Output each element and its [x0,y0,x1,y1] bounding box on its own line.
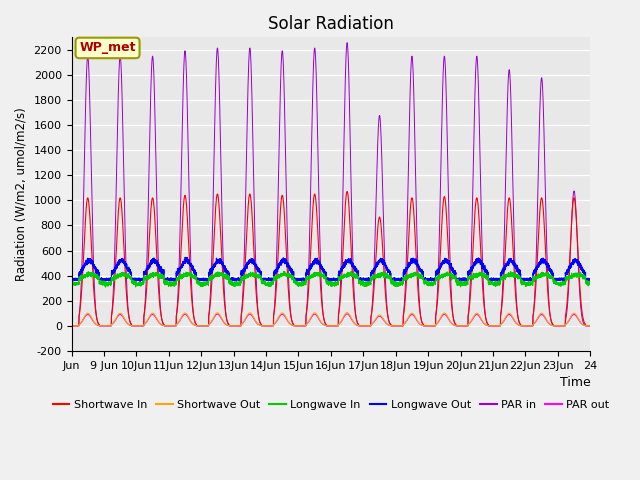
Line: PAR in: PAR in [72,43,590,326]
Title: Solar Radiation: Solar Radiation [268,15,394,33]
Line: Longwave Out: Longwave Out [72,257,590,281]
PAR out [86,313,93,319]
Longwave In [348,268,355,274]
Legend: Shortwave In, Shortwave Out, Longwave In, Longwave Out, PAR in, PAR out: Shortwave In, Shortwave Out, Longwave In… [48,396,614,414]
Shortwave In [458,323,465,329]
PAR out [458,323,465,329]
PAR out [227,323,235,329]
PAR out [586,323,594,329]
Longwave Out [298,278,306,284]
Longwave In [227,278,235,284]
Longwave Out [586,276,594,282]
Longwave In [86,272,93,277]
Line: Shortwave In: Shortwave In [72,192,590,326]
Longwave Out [86,256,93,262]
Longwave Out [301,276,308,282]
PAR out [343,311,351,317]
Longwave Out [458,276,465,282]
X-axis label: Time: Time [559,376,590,389]
Longwave Out [227,276,235,282]
PAR in [300,323,308,329]
Shortwave Out [86,312,93,317]
Longwave In [458,281,465,287]
Longwave Out [202,277,210,283]
Longwave In [300,281,308,287]
PAR in [68,323,76,329]
Longwave In [102,284,109,290]
PAR in [586,323,594,329]
PAR in [520,323,528,329]
Shortwave Out [227,323,235,329]
PAR in [86,95,93,101]
Line: Longwave In: Longwave In [72,271,590,287]
Longwave In [202,280,210,286]
PAR out [202,323,210,329]
Line: PAR out: PAR out [72,314,590,326]
Longwave Out [181,254,189,260]
Shortwave In [202,323,210,329]
PAR in [202,323,210,329]
Shortwave Out [68,323,76,329]
Line: Shortwave Out: Shortwave Out [72,312,590,326]
Shortwave In [586,323,594,329]
PAR out [68,323,76,329]
Shortwave In [520,323,528,329]
Shortwave Out [520,323,528,329]
Shortwave In [343,189,351,194]
Longwave In [586,282,594,288]
Shortwave In [86,211,93,217]
Shortwave Out [202,323,210,329]
Shortwave In [227,323,235,329]
Y-axis label: Radiation (W/m2, umol/m2/s): Radiation (W/m2, umol/m2/s) [15,107,28,281]
Shortwave Out [300,323,308,329]
Shortwave Out [458,323,465,329]
Longwave In [520,280,528,286]
Text: WP_met: WP_met [79,41,136,54]
Longwave Out [68,276,76,282]
PAR in [458,323,465,329]
PAR out [520,323,528,329]
PAR in [343,40,351,46]
Shortwave Out [586,323,594,329]
Longwave Out [520,276,528,282]
Shortwave In [300,323,308,329]
PAR out [300,323,308,329]
Shortwave In [68,323,76,329]
Longwave In [68,281,76,287]
Shortwave Out [343,310,351,315]
PAR in [227,323,235,329]
